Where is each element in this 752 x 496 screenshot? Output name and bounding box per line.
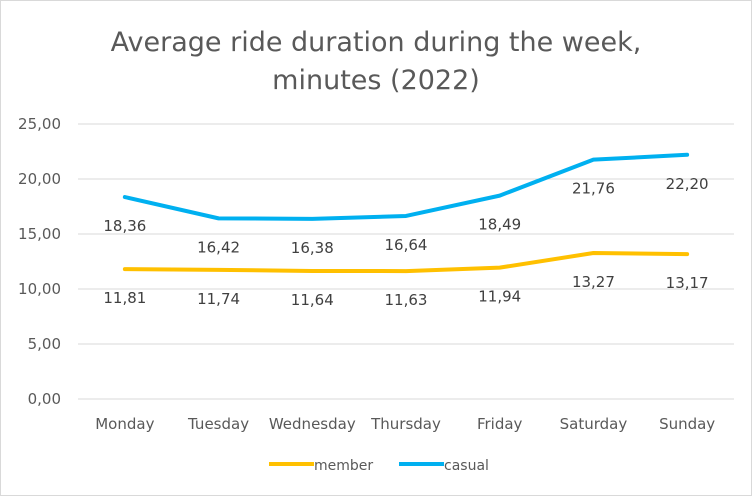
data-label-casual: 16,64	[385, 236, 428, 254]
y-tick-label: 10,00	[18, 280, 61, 298]
data-label-casual: 16,42	[197, 238, 240, 256]
data-label-casual: 18,49	[478, 216, 521, 234]
data-label-member: 11,74	[197, 290, 240, 308]
data-label-member: 13,17	[666, 274, 709, 292]
data-label-member: 11,81	[103, 289, 146, 307]
chart-title-line-1: Average ride duration during the week,	[111, 27, 642, 58]
x-tick-label: Wednesday	[269, 415, 356, 433]
y-tick-label: 25,00	[18, 115, 61, 133]
data-label-casual: 18,36	[103, 217, 146, 235]
y-tick-label: 20,00	[18, 170, 61, 188]
data-label-casual: 16,38	[291, 239, 334, 257]
chart-title-line-2: minutes (2022)	[272, 65, 480, 96]
data-label-member: 11,64	[291, 291, 334, 309]
data-label-member: 13,27	[572, 273, 615, 291]
gridlines	[78, 123, 734, 400]
x-tick-label: Thursday	[370, 415, 441, 433]
series-lines	[122, 152, 690, 274]
data-labels: 11,81 11,74 11,64 11,63 11,94 13,27 13,17 18,36…	[103, 175, 708, 309]
legend: member casual	[269, 458, 489, 474]
data-label-member: 11,63	[385, 291, 428, 309]
x-axis-ticks: Monday Tuesday Wednesday Thursday Friday Satu…	[95, 415, 715, 433]
y-axis-ticks: 0,00 5,00 10,00 15,00 20,00 25,00	[18, 115, 61, 408]
x-tick-label: Friday	[477, 415, 523, 433]
data-label-casual: 22,20	[666, 175, 709, 193]
data-label-member: 11,94	[478, 288, 521, 306]
x-tick-label: Tuesday	[187, 415, 249, 433]
x-tick-label: Sunday	[659, 415, 715, 433]
series-line-member	[122, 251, 690, 274]
y-tick-label: 5,00	[28, 335, 61, 353]
x-tick-label: Monday	[95, 415, 154, 433]
y-tick-label: 15,00	[18, 225, 61, 243]
legend-label-casual: casual	[444, 458, 489, 474]
legend-label-member: member	[314, 458, 373, 474]
data-label-casual: 21,76	[572, 180, 615, 198]
x-tick-label: Saturday	[560, 415, 628, 433]
y-tick-label: 0,00	[28, 390, 61, 408]
series-line-casual	[122, 152, 690, 221]
